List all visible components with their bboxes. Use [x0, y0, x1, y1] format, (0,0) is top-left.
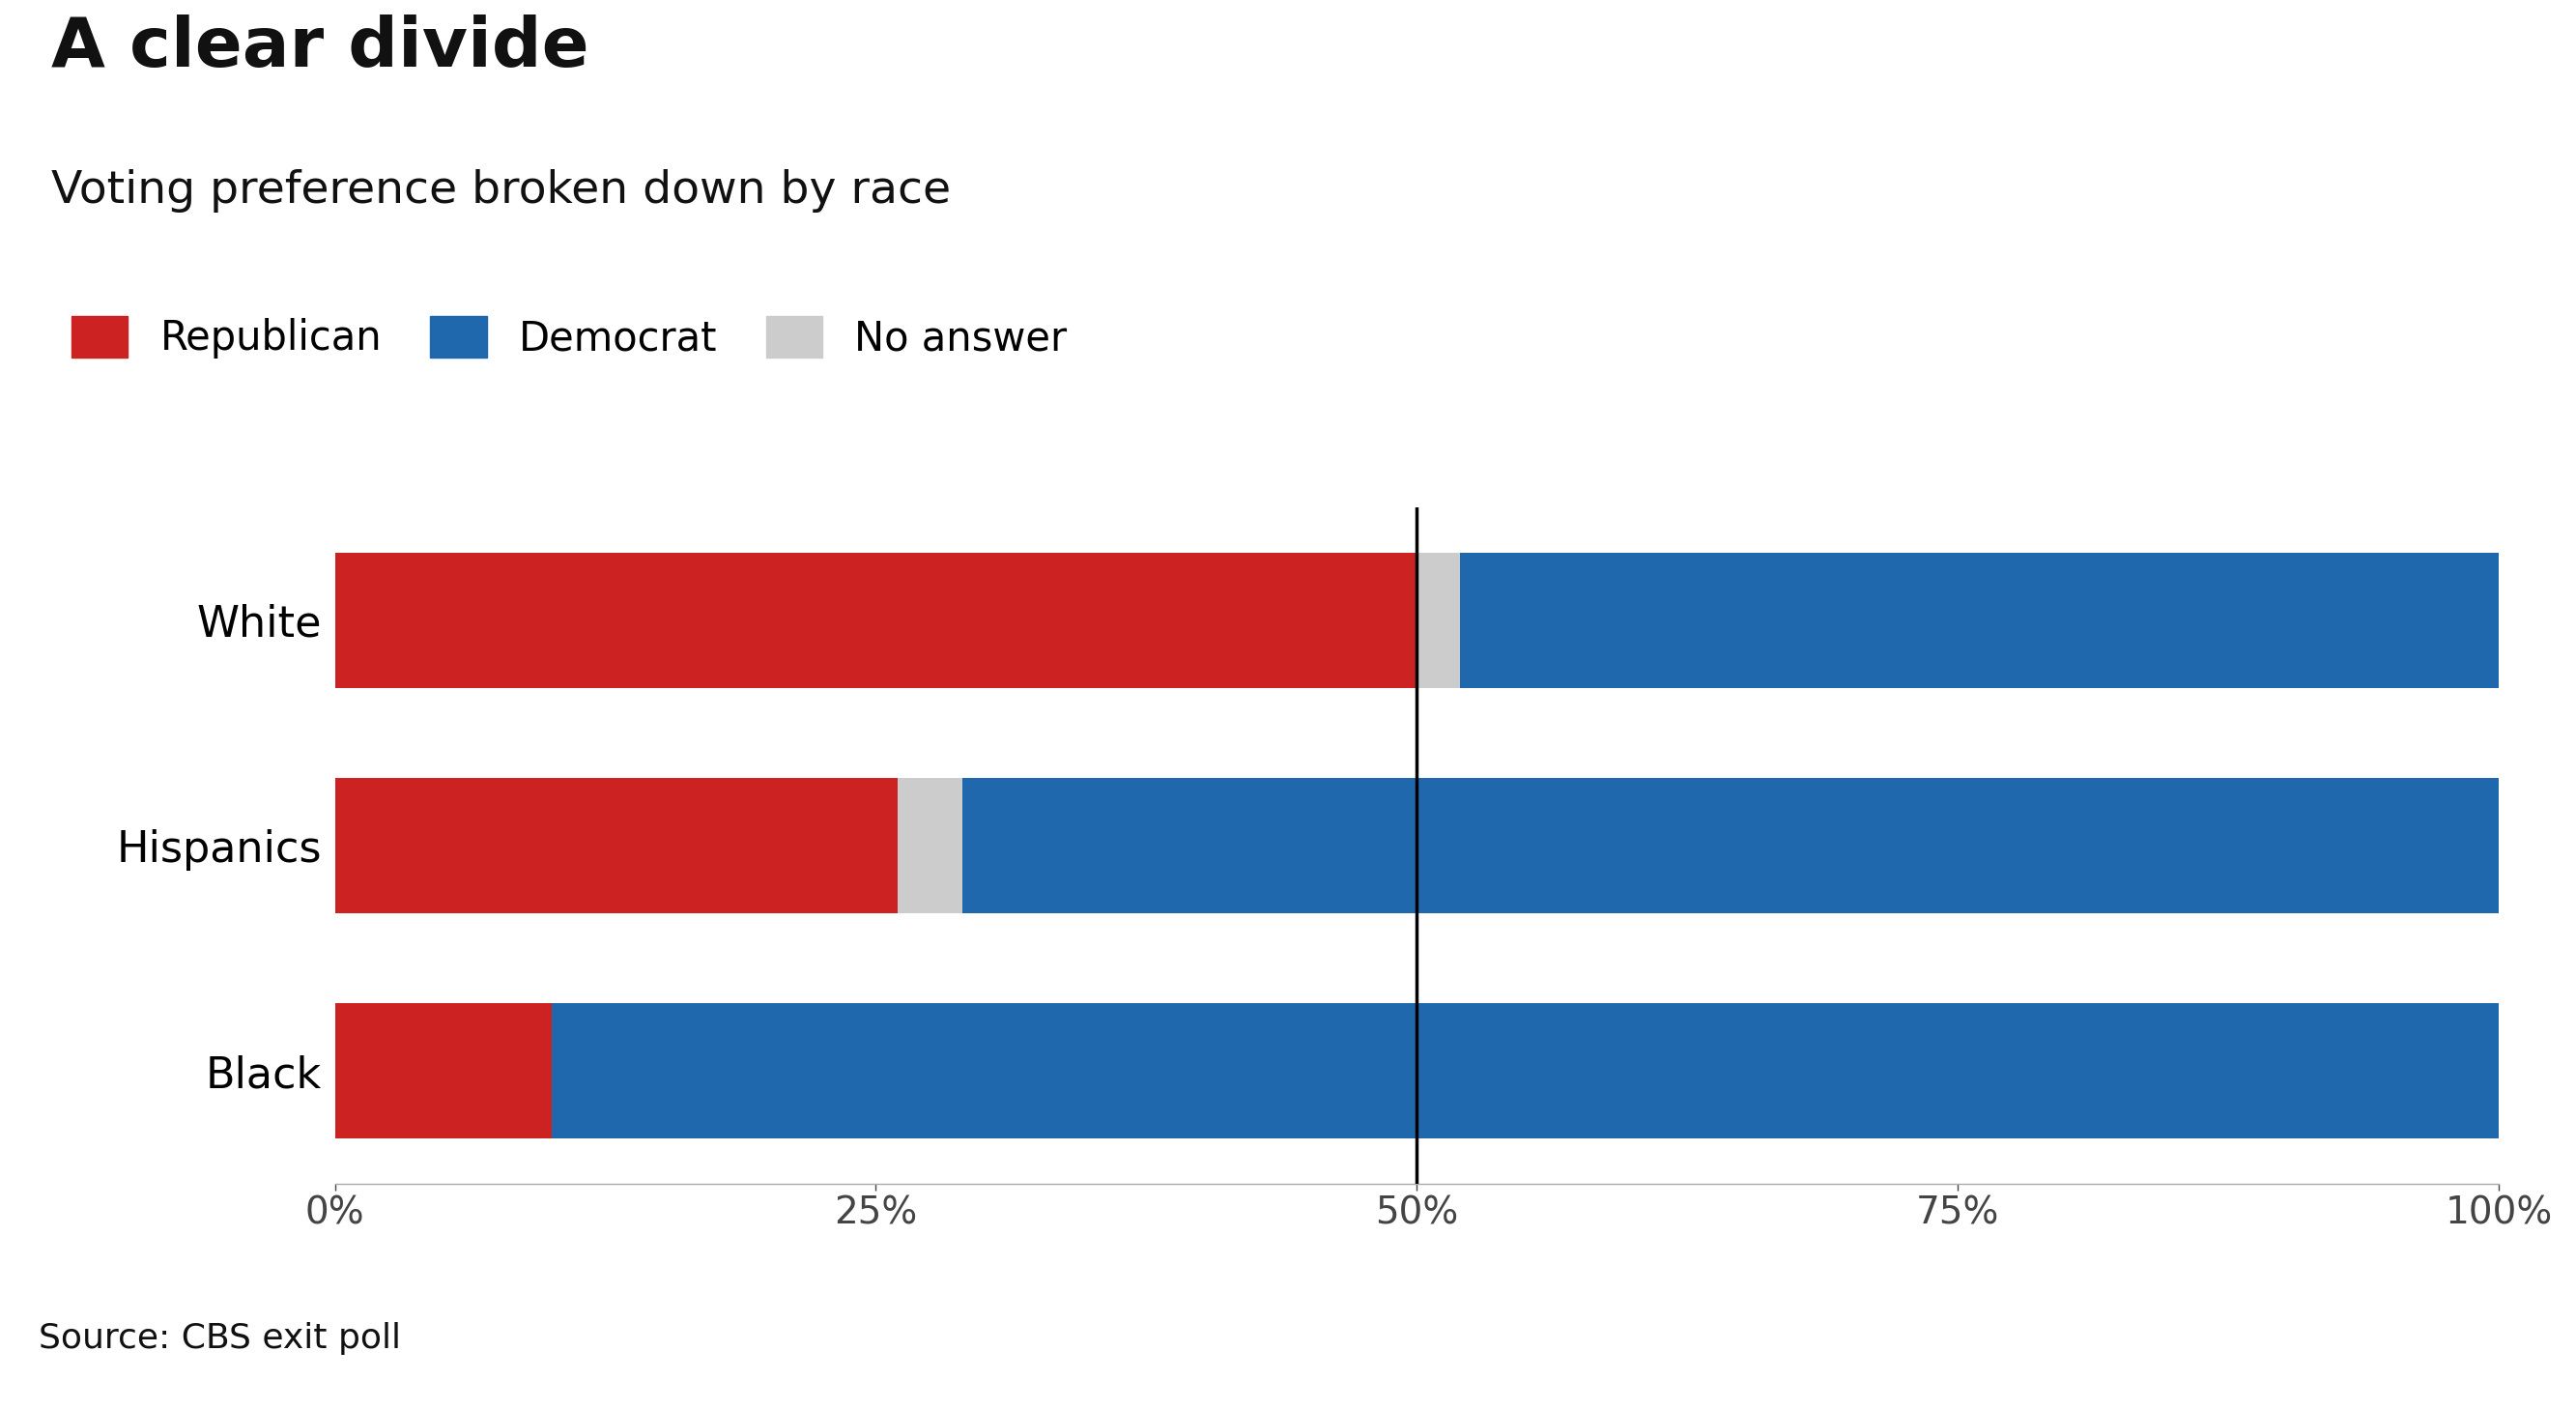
Text: Voting preference broken down by race: Voting preference broken down by race — [52, 169, 951, 213]
Text: BBC: BBC — [2349, 1319, 2452, 1358]
Bar — [335, 1003, 551, 1138]
Legend: Republican, Democrat, No answer: Republican, Democrat, No answer — [72, 316, 1066, 359]
Bar — [551, 1003, 2499, 1138]
Bar — [1417, 552, 1461, 688]
Text: A clear divide: A clear divide — [52, 14, 590, 80]
Bar — [1461, 552, 2499, 688]
Bar — [335, 778, 896, 913]
Text: Source: CBS exit poll: Source: CBS exit poll — [39, 1322, 402, 1355]
Bar — [335, 552, 1417, 688]
Bar — [896, 778, 963, 913]
Bar — [963, 778, 2499, 913]
